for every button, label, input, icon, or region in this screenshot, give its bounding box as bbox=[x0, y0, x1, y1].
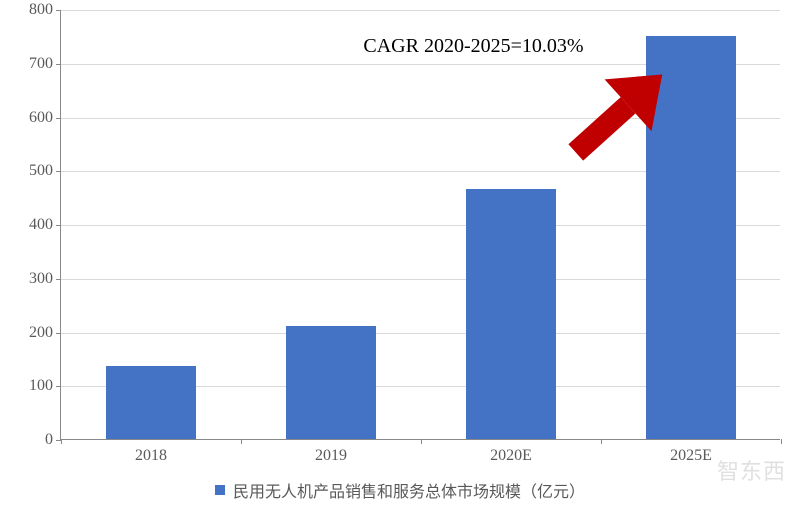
x-tick-mark bbox=[421, 439, 422, 444]
x-tick-mark bbox=[781, 439, 782, 444]
y-tick-label: 200 bbox=[29, 324, 61, 342]
x-tick-label: 2019 bbox=[315, 447, 347, 465]
bar-chart: 0 100 200 300 400 500 600 700 800 2018 2019 2020E 20… bbox=[0, 0, 800, 508]
y-tick-label: 700 bbox=[29, 55, 61, 73]
bar bbox=[286, 326, 376, 439]
x-tick-label: 2025E bbox=[670, 447, 712, 465]
y-tick-label: 100 bbox=[29, 377, 61, 395]
x-tick-mark bbox=[601, 439, 602, 444]
y-tick-label: 800 bbox=[29, 1, 61, 19]
legend-marker bbox=[215, 485, 225, 495]
legend: 民用无人机产品销售和服务总体市场规模（亿元） bbox=[0, 478, 800, 502]
bar bbox=[106, 366, 196, 439]
y-tick-label: 500 bbox=[29, 162, 61, 180]
y-tick-label: 400 bbox=[29, 216, 61, 234]
cagr-annotation: CAGR 2020-2025=10.03% bbox=[363, 35, 583, 58]
legend-label: 民用无人机产品销售和服务总体市场规模（亿元） bbox=[233, 484, 585, 501]
y-tick-label: 600 bbox=[29, 109, 61, 127]
y-tick-label: 300 bbox=[29, 270, 61, 288]
x-tick-mark bbox=[241, 439, 242, 444]
y-tick-label: 0 bbox=[45, 431, 61, 449]
bar bbox=[646, 36, 736, 439]
watermark: 智东西 bbox=[717, 454, 786, 486]
x-tick-label: 2020E bbox=[490, 447, 532, 465]
plot-area: 0100200300400500600700800201820192020E20… bbox=[60, 10, 780, 440]
bar bbox=[466, 189, 556, 439]
gridline bbox=[61, 10, 780, 11]
x-tick-mark bbox=[61, 439, 62, 444]
x-tick-label: 2018 bbox=[135, 447, 167, 465]
